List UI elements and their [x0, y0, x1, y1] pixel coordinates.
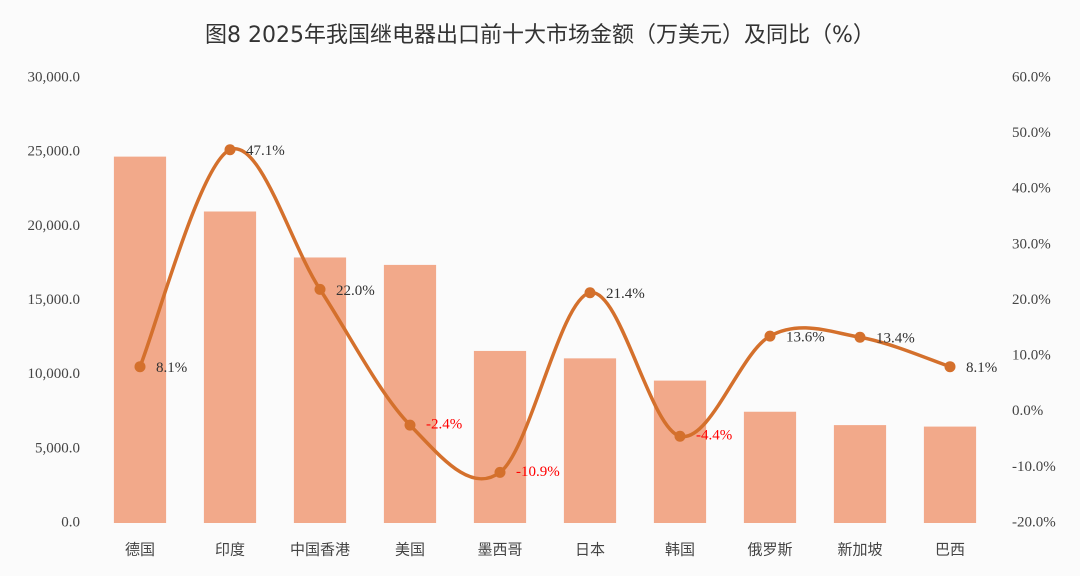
x-tick-label: 德国: [125, 541, 155, 559]
bar: [743, 411, 797, 523]
bar: [833, 425, 887, 523]
x-tick-label: 印度: [215, 541, 245, 559]
y-tick-label: 25,000.0: [28, 144, 81, 160]
y-tick-label: 5,000.0: [35, 440, 80, 456]
line-marker: [764, 330, 776, 342]
x-tick-label: 新加坡: [837, 541, 882, 559]
bar: [383, 264, 437, 523]
bar: [203, 211, 257, 523]
y-tick-label: 30,000.0: [28, 69, 81, 85]
y2-tick-label: 10.0%: [1012, 348, 1051, 364]
y2-tick-label: 50.0%: [1012, 125, 1051, 141]
y2-tick-label: -20.0%: [1012, 514, 1056, 530]
y2-tick-label: -10.0%: [1012, 459, 1056, 475]
line-marker: [404, 419, 416, 431]
line-marker: [944, 361, 956, 373]
x-tick-label: 中国香港: [290, 541, 350, 559]
line-marker: [134, 361, 146, 373]
data-label: -10.9%: [516, 464, 560, 480]
y-tick-label: 15,000.0: [28, 292, 81, 308]
line-marker: [494, 466, 506, 478]
x-tick-label: 美国: [395, 541, 425, 559]
data-label: 8.1%: [966, 360, 997, 376]
line-marker: [314, 283, 326, 295]
line-marker: [224, 144, 236, 156]
y2-tick-label: 40.0%: [1012, 181, 1051, 197]
data-label: 8.1%: [156, 360, 187, 376]
line-marker: [674, 430, 686, 442]
bar: [653, 380, 707, 523]
data-label: 13.4%: [876, 331, 915, 347]
y-tick-label: 10,000.0: [28, 366, 81, 382]
y2-tick-label: 20.0%: [1012, 292, 1051, 308]
bar: [113, 156, 167, 523]
x-tick-label: 墨西哥: [477, 541, 522, 559]
y2-tick-label: 30.0%: [1012, 236, 1051, 252]
bar: [473, 350, 527, 523]
data-label: 13.6%: [786, 330, 825, 346]
bar: [293, 257, 347, 523]
x-tick-label: 俄罗斯: [747, 541, 792, 559]
data-label: 22.0%: [336, 283, 375, 299]
data-label: 47.1%: [246, 143, 285, 159]
data-label: -2.4%: [426, 417, 462, 433]
bar: [563, 358, 617, 523]
chart-title: 图8 2025年我国继电器出口前十大市场金额（万美元）及同比（%）: [205, 23, 875, 48]
bar: [923, 426, 977, 523]
line-marker: [854, 331, 866, 343]
y-tick-label: 0.0: [61, 514, 80, 530]
line-marker: [584, 287, 596, 299]
x-tick-label: 巴西: [935, 541, 965, 559]
data-label: 21.4%: [606, 286, 645, 302]
x-tick-label: 日本: [575, 541, 605, 559]
y2-tick-label: 60.0%: [1012, 69, 1051, 85]
y2-tick-label: 0.0%: [1012, 403, 1043, 419]
x-tick-label: 韩国: [665, 541, 695, 559]
y-tick-label: 20,000.0: [28, 218, 81, 234]
data-label: -4.4%: [696, 428, 732, 444]
